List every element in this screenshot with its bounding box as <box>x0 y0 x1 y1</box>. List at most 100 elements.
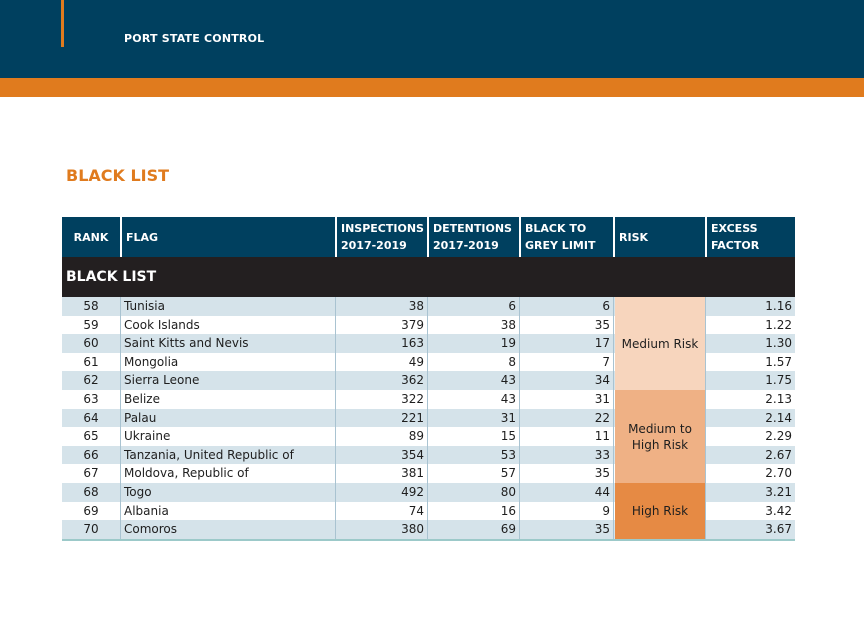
cell-limit: 33 <box>519 445 613 465</box>
risk-group-line: High Risk <box>631 503 689 518</box>
table-row: 70 Comoros 380 69 35 3.67 <box>62 520 795 539</box>
cell-inspections: 362 <box>335 371 427 390</box>
table-bottom-rule <box>62 538 795 541</box>
column-header-rank-line: RANK <box>73 230 109 244</box>
cell-inspections: 221 <box>335 408 427 428</box>
cell-limit: 11 <box>519 427 613 446</box>
table-row: 65 Ukraine 89 15 11 2.29 <box>62 427 795 446</box>
cell-inspections: 74 <box>335 501 427 521</box>
risk-group-label: Medium Risk <box>615 297 705 390</box>
cell-risk <box>613 389 705 409</box>
cell-rank: 64 <box>83 410 99 425</box>
column-header-detentions: DETENTIONS 2017-2019 <box>427 217 519 257</box>
cell-excess: 3.67 <box>705 520 795 539</box>
column-header-line: 2017-2019 <box>341 239 407 252</box>
header-title: PORT STATE CONTROL <box>124 32 265 45</box>
cell-limit: 35 <box>519 464 613 483</box>
column-header-flag: FLAG <box>120 217 335 257</box>
cell-flag: Ukraine <box>120 427 335 446</box>
cell-excess: 1.22 <box>705 315 795 335</box>
cell-rank: 65 <box>83 429 99 444</box>
cell-excess: 1.16 <box>705 297 795 316</box>
cell-detentions: 38 <box>427 315 519 335</box>
risk-group-text: Medium Risk <box>622 336 699 352</box>
section-heading: BLACK LIST <box>66 166 170 185</box>
cell-risk <box>613 334 705 353</box>
risk-group-line: Medium to <box>628 421 692 436</box>
table-row: 58 Tunisia 38 6 6 1.16 <box>62 297 795 316</box>
table-row: 69 Albania 74 16 9 3.42 <box>62 501 795 521</box>
cell-limit: 35 <box>519 315 613 335</box>
cell-limit: 44 <box>519 482 613 502</box>
cell-inspections: 379 <box>335 315 427 335</box>
cell-inspections: 492 <box>335 482 427 502</box>
cell-flag: Sierra Leone <box>120 371 335 390</box>
cell-detentions: 8 <box>427 352 519 372</box>
cell-limit: 34 <box>519 371 613 390</box>
risk-group-text: Medium to High Risk <box>628 421 692 453</box>
column-header-line: BLACK TO <box>525 222 587 235</box>
cell-flag: Mongolia <box>120 352 335 372</box>
header-bar: PORT STATE CONTROL <box>0 0 864 78</box>
column-header-line: FACTOR <box>711 239 760 252</box>
cell-detentions: 57 <box>427 464 519 483</box>
column-header-line: EXCESS <box>711 222 758 235</box>
cell-excess: 2.29 <box>705 427 795 446</box>
cell-detentions: 80 <box>427 482 519 502</box>
cell-rank: 58 <box>83 299 99 313</box>
cell-rank: 66 <box>83 447 99 462</box>
table-row: 63 Belize 322 43 31 2.13 <box>62 389 795 409</box>
cell-risk <box>613 371 705 390</box>
risk-group-line: Medium Risk <box>621 336 699 351</box>
cell-inspections: 163 <box>335 334 427 353</box>
cell-risk <box>613 427 705 446</box>
header-accent-line <box>61 0 64 47</box>
cell-rank: 68 <box>83 484 99 499</box>
table-body: 58 Tunisia 38 6 6 1.16 59 Cook Islands 379 38 35 1.… <box>62 297 795 539</box>
cell-limit: 17 <box>519 334 613 353</box>
cell-risk <box>613 352 705 372</box>
table-row: 61 Mongolia 49 8 7 1.57 <box>62 352 795 372</box>
cell-detentions: 53 <box>427 445 519 465</box>
cell-flag: Comoros <box>120 520 335 539</box>
cell-risk <box>613 408 705 428</box>
cell-flag: Palau <box>120 408 335 428</box>
cell-rank: 63 <box>83 391 99 406</box>
black-list-table: RANK FLAG INSPECTIONS 2017-2019 DETENTIO… <box>62 217 795 541</box>
cell-flag: Tanzania, United Republic of <box>120 445 335 465</box>
cell-flag: Moldova, Republic of <box>120 464 335 483</box>
risk-group-line: High Risk <box>631 437 689 452</box>
cell-rank: 61 <box>83 354 99 369</box>
cell-inspections: 89 <box>335 427 427 446</box>
cell-rank: 59 <box>83 317 99 332</box>
risk-group-label: Medium to High Risk <box>615 390 705 483</box>
cell-inspections: 49 <box>335 352 427 372</box>
cell-rank: 67 <box>83 466 99 481</box>
group-label-bar: BLACK LIST <box>62 257 795 297</box>
column-header-line: GREY LIMIT <box>525 239 596 252</box>
column-header-limit: BLACK TO GREY LIMIT <box>519 217 613 257</box>
column-header-line: 2017-2019 <box>433 239 499 252</box>
cell-flag: Togo <box>120 482 335 502</box>
cell-excess: 1.30 <box>705 334 795 353</box>
cell-excess: 2.67 <box>705 445 795 465</box>
cell-flag: Belize <box>120 389 335 409</box>
cell-detentions: 15 <box>427 427 519 446</box>
table-row: 59 Cook Islands 379 38 35 1.22 <box>62 315 795 335</box>
cell-inspections: 322 <box>335 389 427 409</box>
cell-rank: 60 <box>83 336 99 351</box>
cell-excess: 2.13 <box>705 389 795 409</box>
cell-detentions: 43 <box>427 389 519 409</box>
cell-excess: 2.14 <box>705 408 795 428</box>
column-header-line: DETENTIONS <box>433 222 512 235</box>
column-header-flag-line: FLAG <box>126 230 159 244</box>
risk-group-label: High Risk <box>615 483 705 539</box>
cell-detentions: 19 <box>427 334 519 353</box>
cell-risk <box>613 501 705 521</box>
cell-detentions: 31 <box>427 408 519 428</box>
cell-detentions: 43 <box>427 371 519 390</box>
cell-limit: 7 <box>519 352 613 372</box>
cell-risk <box>613 520 705 539</box>
cell-detentions: 69 <box>427 520 519 539</box>
cell-detentions: 16 <box>427 501 519 521</box>
